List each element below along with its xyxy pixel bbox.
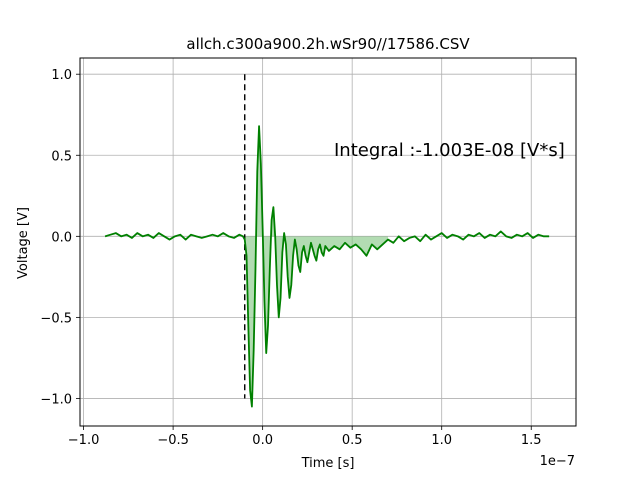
y-tick-label: −1.0 [40, 392, 72, 407]
y-axis-label: Voltage [V] [16, 207, 31, 279]
y-tick-label: −0.5 [40, 311, 72, 326]
voltage-series [104, 125, 550, 408]
integral-annotation: Integral :-1.003E-08 [V*s] [334, 140, 565, 161]
voltage-line [104, 125, 550, 408]
y-tick-label: 0.5 [51, 149, 72, 164]
x-axis-ticks: −1.0 −0.5 0.0 0.5 1.0 1.5 [68, 426, 542, 448]
x-tick-label: −1.0 [68, 433, 100, 448]
y-axis-ticks: −1.0 −0.5 0.0 0.5 1.0 [40, 68, 80, 407]
integral-fill [244, 126, 388, 407]
x-tick-label: 0.5 [342, 433, 363, 448]
y-tick-label: 1.0 [51, 68, 72, 83]
y-tick-label: 0.0 [51, 230, 72, 245]
x-axis-label: Time [s] [301, 456, 355, 471]
integral-fill-area [244, 126, 388, 407]
chart-title: allch.c300a900.2h.wSr90//17586.CSV [186, 35, 470, 53]
x-axis-offset-label: 1e−7 [540, 454, 575, 469]
x-tick-label: 0.0 [252, 433, 273, 448]
x-tick-label: −0.5 [157, 433, 189, 448]
x-tick-label: 1.5 [521, 433, 542, 448]
x-tick-label: 1.0 [431, 433, 452, 448]
plot-frame [79, 57, 577, 427]
